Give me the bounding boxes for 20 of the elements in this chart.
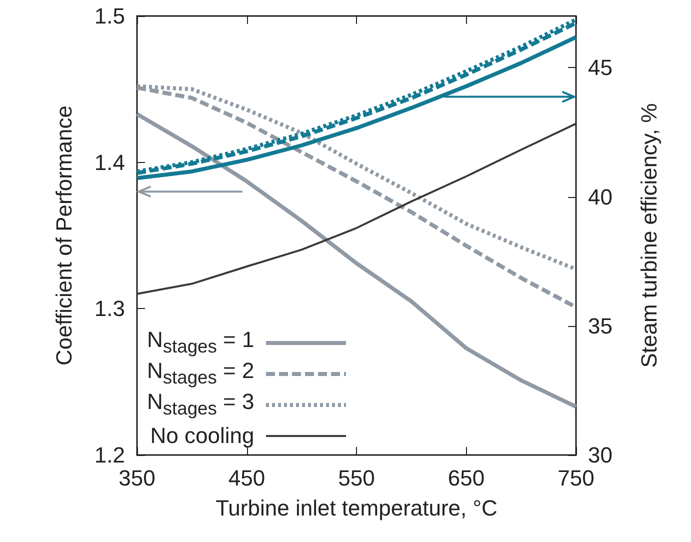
y-axis-title: Coefficient of Performance bbox=[52, 105, 76, 366]
x-tick-label: 550 bbox=[338, 466, 375, 490]
x-tick-label: 750 bbox=[558, 466, 594, 490]
x-tick-label: 350 bbox=[118, 466, 156, 490]
y-tick-label: 1.5 bbox=[94, 4, 125, 28]
y-tick-label: 1.4 bbox=[94, 150, 125, 175]
legend-label: No cooling bbox=[150, 422, 254, 450]
legend-label: N$_{stages}$ = 1 bbox=[147, 326, 254, 356]
y2-tick-label: 35 bbox=[588, 313, 612, 338]
y2-axis-title: Steam turbine efficiency, % bbox=[636, 103, 662, 368]
legend-label: N$_{stages}$ = 3 bbox=[147, 388, 254, 420]
x-tick-label: 650 bbox=[448, 466, 485, 490]
x-tick-label: 450 bbox=[228, 466, 266, 490]
y-tick-label: 1.3 bbox=[94, 296, 125, 322]
y2-tick-label: 30 bbox=[588, 442, 612, 468]
legend-label: N$_{stages}$ = 2 bbox=[147, 358, 254, 388]
y2-tick-label: 45 bbox=[588, 55, 612, 80]
y2-tick-label: 40 bbox=[588, 184, 612, 210]
y-tick-label: 1.2 bbox=[94, 442, 125, 468]
x-axis-title: Turbine inlet temperature, °C bbox=[216, 496, 498, 520]
